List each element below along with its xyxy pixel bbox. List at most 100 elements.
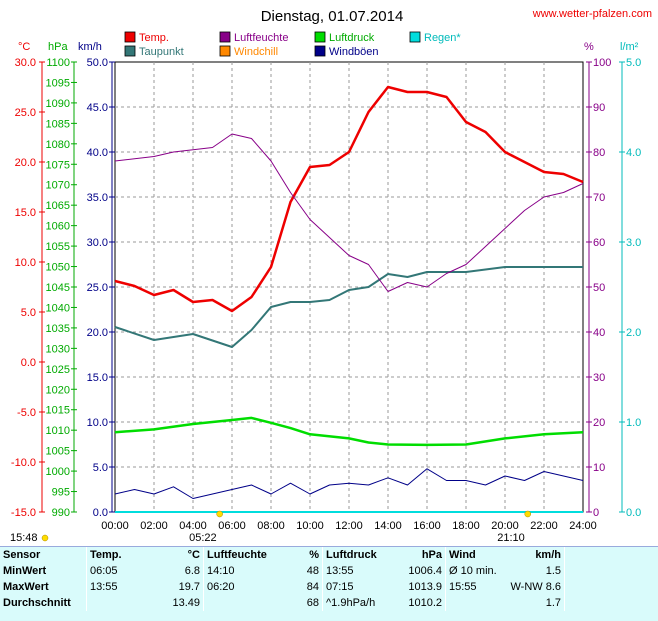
pressure-axis-tick-label: 1010 (46, 425, 70, 437)
temp-axis-tick-label: -5.0 (17, 407, 36, 419)
hdr-temp-unit: °C (187, 549, 200, 561)
max-press-value: 1013.9 (408, 581, 442, 593)
min-wind-time: Ø 10 min. (445, 563, 506, 579)
hdr-press-unit: hPa (421, 549, 442, 561)
stats-table: Sensor Temp. °C Luftfeuchte % Luftdruck … (0, 547, 641, 611)
stats-panel: Sensor Temp. °C Luftfeuchte % Luftdruck … (0, 546, 658, 621)
chart-grid (114, 61, 584, 513)
rain-axis-tick-label: 2.0 (626, 327, 641, 339)
x-tick-label: 24:00 (569, 520, 597, 532)
speed-axis-tick-label: 0.0 (93, 507, 108, 519)
legend-label: Windböen (329, 46, 379, 58)
speed-axis-tick-label: 10.0 (87, 417, 108, 429)
sunset-marker (524, 510, 531, 518)
avg-wind-time (445, 595, 506, 611)
speed-axis-tick-label: 5.0 (93, 462, 108, 474)
legend-swatch (314, 45, 326, 57)
series-line (114, 416, 584, 447)
hdr-wind: Wind (445, 547, 506, 563)
site-link[interactable]: www.wetter-pfalzen.com (532, 8, 652, 20)
pressure-axis-tick-label: 1080 (46, 139, 70, 151)
row-label: MinWert (3, 565, 47, 577)
speed-axis-tick-label: 15.0 (87, 372, 108, 384)
temp-axis-tick-label: 30.0 (15, 57, 36, 69)
legend-label: Luftdruck (329, 32, 375, 44)
speed-unit-label: km/h (78, 41, 102, 53)
legend-label: Regen* (424, 32, 461, 44)
pressure-axis-tick-label: 1045 (46, 282, 70, 294)
pressure-axis-tick-label: 995 (52, 487, 70, 499)
min-press-time: 13:55 (322, 563, 391, 579)
min-hum-value: 48 (306, 565, 319, 577)
humidity-axis-tick-label: 40 (593, 327, 605, 339)
x-tick-label: 02:00 (140, 520, 168, 532)
temp-axis-tick-label: 20.0 (15, 157, 36, 169)
speed-axis-tick-label: 30.0 (87, 237, 108, 249)
humidity-axis-tick-label: 30 (593, 372, 605, 384)
min-press-value: 1006.4 (408, 565, 442, 577)
pressure-axis-tick-label: 1100 (46, 57, 70, 69)
max-press-time: 07:15 (322, 579, 391, 595)
min-wind-value: 1.5 (545, 565, 561, 577)
hdr-hum: Luftfeuchte (203, 547, 272, 563)
rain-axis-tick-label: 1.0 (626, 417, 641, 429)
chart-axes: 30.0 25.0 20.0 15.0 10.0 5.0 0.0 -5.0 -10.0 -15.0… (11, 57, 641, 532)
humidity-axis-tick-label: 60 (593, 237, 605, 249)
x-tick-label: 18:00 (452, 520, 480, 532)
temp-axis-tick-label: 25.0 (15, 107, 36, 119)
pressure-axis-tick-label: 1030 (46, 343, 70, 355)
pressure-axis-tick-label: 1065 (46, 200, 70, 212)
humidity-axis-tick-label: 90 (593, 102, 605, 114)
humidity-unit-label: % (584, 41, 594, 53)
pressure-axis-tick-label: 1070 (46, 180, 70, 192)
hdr-temp: Temp. (86, 547, 151, 563)
avg-wind-value: 1.7 (545, 597, 561, 609)
rain-axis-tick-label: 5.0 (626, 57, 641, 69)
x-tick-label: 00:00 (101, 520, 129, 532)
max-temp-time: 13:55 (86, 579, 151, 595)
pressure-axis-tick-label: 1005 (46, 446, 70, 458)
x-tick-label: 16:00 (413, 520, 441, 532)
x-tick-label: 06:00 (218, 520, 246, 532)
x-tick-label: 10:00 (296, 520, 324, 532)
pressure-axis-tick-label: 1060 (46, 221, 70, 233)
rain-unit-label: l/m² (620, 41, 639, 53)
legend-swatch (219, 31, 231, 43)
avg-press-value: 1010.2 (408, 597, 442, 609)
pressure-axis-tick-label: 1040 (46, 302, 70, 314)
pressure-axis-tick-label: 1025 (46, 364, 70, 376)
avg-hum-value: 68 (306, 597, 319, 609)
speed-axis-tick-label: 20.0 (87, 327, 108, 339)
humidity-axis-tick-label: 10 (593, 462, 605, 474)
rain-axis-tick-label: 4.0 (626, 147, 641, 159)
temp-axis-tick-label: 15.0 (15, 207, 36, 219)
sun-info: 05:22 21:10 15:48 (10, 510, 531, 544)
pressure-axis-tick-label: 1020 (46, 384, 70, 396)
pressure-axis-tick-label: 1075 (46, 159, 70, 171)
pressure-axis-tick-label: 1095 (46, 77, 70, 89)
avg-temp-value: 13.49 (172, 597, 200, 609)
x-tick-label: 12:00 (335, 520, 363, 532)
series-line (114, 85, 584, 313)
moon-marker (41, 534, 49, 542)
series-line (114, 133, 584, 292)
hdr-press: Luftdruck (322, 547, 391, 563)
pressure-axis-tick-label: 1055 (46, 241, 70, 253)
temp-axis-tick-label: -10.0 (11, 457, 36, 469)
max-wind-time: 15:55 (445, 579, 506, 595)
humidity-axis-tick-label: 50 (593, 282, 605, 294)
pressure-axis-tick-label: 1085 (46, 118, 70, 130)
hdr-hum-unit: % (309, 549, 319, 561)
rain-axis-tick-label: 0.0 (626, 507, 641, 519)
stats-header-row: Sensor Temp. °C Luftfeuchte % Luftdruck … (0, 547, 641, 563)
temp-axis-tick-label: 10.0 (15, 257, 36, 269)
speed-axis-tick-label: 25.0 (87, 282, 108, 294)
sunrise-time: 05:22 (189, 532, 217, 544)
speed-axis-tick-label: 40.0 (87, 147, 108, 159)
avg-hum-time (203, 595, 272, 611)
stats-row-avg: Durchschnitt 13.49 68 ^1.9hPa/h 1010.2 1… (0, 595, 641, 611)
humidity-axis-tick-label: 80 (593, 147, 605, 159)
temp-unit-label: °C (18, 41, 30, 53)
speed-axis-tick-label: 45.0 (87, 102, 108, 114)
legend-label: Luftfeuchte (234, 32, 288, 44)
